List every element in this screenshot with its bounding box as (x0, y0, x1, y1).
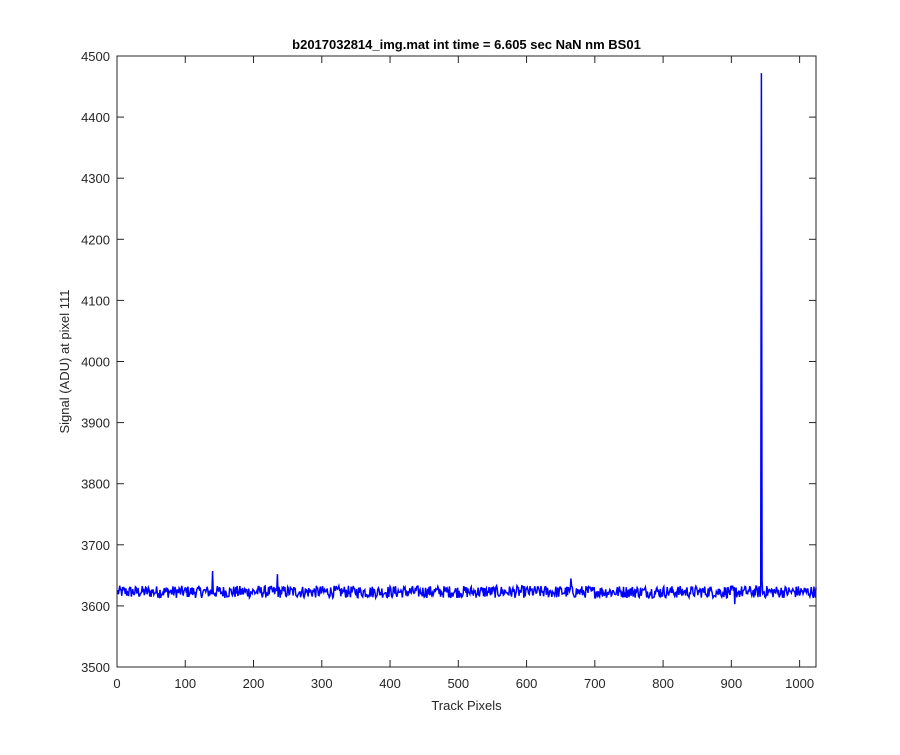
y-axis-label: Signal (ADU) at pixel 111 (57, 289, 72, 433)
y-tick-label: 4300 (81, 171, 110, 186)
y-tick-label: 4100 (81, 293, 110, 308)
x-tick-label: 900 (721, 676, 743, 691)
x-axis-label: Track Pixels (431, 698, 502, 713)
x-tick-label: 700 (584, 676, 606, 691)
x-tick-label: 0 (113, 676, 120, 691)
x-tick-label: 600 (516, 676, 538, 691)
y-tick-label: 4200 (81, 232, 110, 247)
y-tick-label: 4500 (81, 49, 110, 64)
x-tick-label: 800 (652, 676, 674, 691)
y-tick-label: 4000 (81, 355, 110, 370)
signal-series-line (116, 73, 817, 605)
y-tick-label: 3500 (81, 660, 110, 675)
y-tick-label: 3900 (81, 416, 110, 431)
x-tick-label: 1000 (785, 676, 814, 691)
y-tick-label: 3700 (81, 538, 110, 553)
plot-area (117, 56, 816, 667)
x-tick-label: 100 (174, 676, 196, 691)
y-tick-label: 3600 (81, 599, 110, 614)
x-tick-label: 200 (243, 676, 265, 691)
x-tick-label: 300 (311, 676, 333, 691)
y-tick-label: 3800 (81, 477, 110, 492)
y-tick-label: 4400 (81, 110, 110, 125)
x-tick-label: 400 (379, 676, 401, 691)
x-tick-label: 500 (447, 676, 469, 691)
chart-title: b2017032814_img.mat int time = 6.605 sec… (292, 37, 641, 52)
